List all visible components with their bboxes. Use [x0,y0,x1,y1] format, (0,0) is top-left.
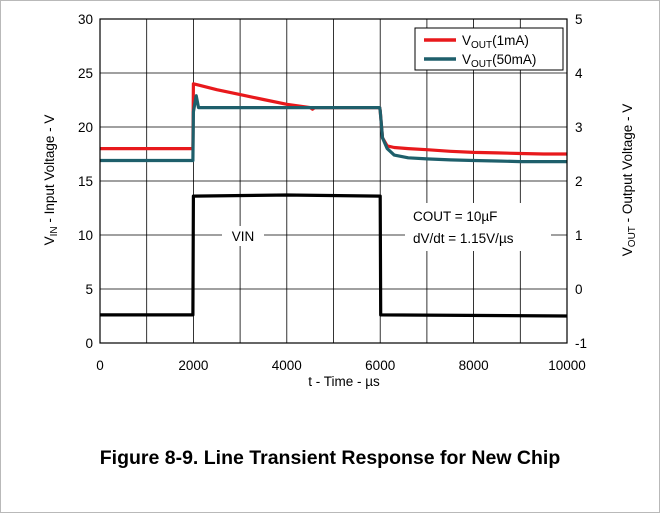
y-left-tick-label: 25 [78,66,93,81]
legend-label-vout-1ma: VOUT(1mA) [462,33,529,51]
y-right-tick-label: 2 [575,174,583,189]
y-left-tick-label: 15 [78,174,93,189]
series-line-vin [100,193,568,318]
x-tick-label: 4000 [272,358,302,373]
x-tick-label: 10000 [548,358,586,373]
legend-label-vout-50ma: VOUT(50mA) [462,52,536,70]
y-right-axis-label: VOUT - Output Voltage - V [620,104,638,256]
cout-annotation: COUT = 10µF [413,209,497,224]
vin-annotation: VIN [232,229,255,244]
y-right-tick-label: 0 [575,282,583,297]
y-left-axis-label: VIN - Input Voltage - V [42,115,60,246]
grid-lines [100,19,567,343]
y-right-tick-label: 4 [575,66,583,81]
x-tick-label: 2000 [178,358,208,373]
line-transient-chart: 0 2000 4000 6000 8000 10000 0 5 10 15 20 25 30 -1 0 1 2 3… [42,12,638,389]
series-line-vout-50ma [100,94,567,164]
series-layer [100,82,568,318]
x-tick-label: 8000 [459,358,489,373]
y-right-tick-label: 5 [575,12,583,27]
y-right-tick-label: 3 [575,120,583,135]
y-left-tick-label: 10 [78,228,93,243]
y-right-tick-label: -1 [575,336,587,351]
y-left-tick-label: 0 [85,336,93,351]
x-tick-label: 6000 [365,358,395,373]
y-right-tick-label: 1 [575,228,583,243]
cond-annotation-bg [405,203,551,251]
legend-box [414,27,564,71]
x-axis-label: t - Time - µs [308,374,380,389]
y-left-tick-label: 5 [85,282,93,297]
y-left-tick-label: 30 [78,12,93,27]
figure-caption: Figure 8-9. Line Transient Response for … [99,447,561,469]
x-tick-label: 0 [96,358,104,373]
plot-border [99,18,568,344]
legend: VOUT(1mA) VOUT(50mA) [414,27,564,71]
y-left-tick-label: 20 [78,120,93,135]
vin-label-bg [222,226,264,246]
slew-annotation: dV/dt = 1.15V/µs [413,231,514,246]
tick-labels: 0 2000 4000 6000 8000 10000 0 5 10 15 20 25 30 -1 0 1 2 3… [78,12,587,373]
